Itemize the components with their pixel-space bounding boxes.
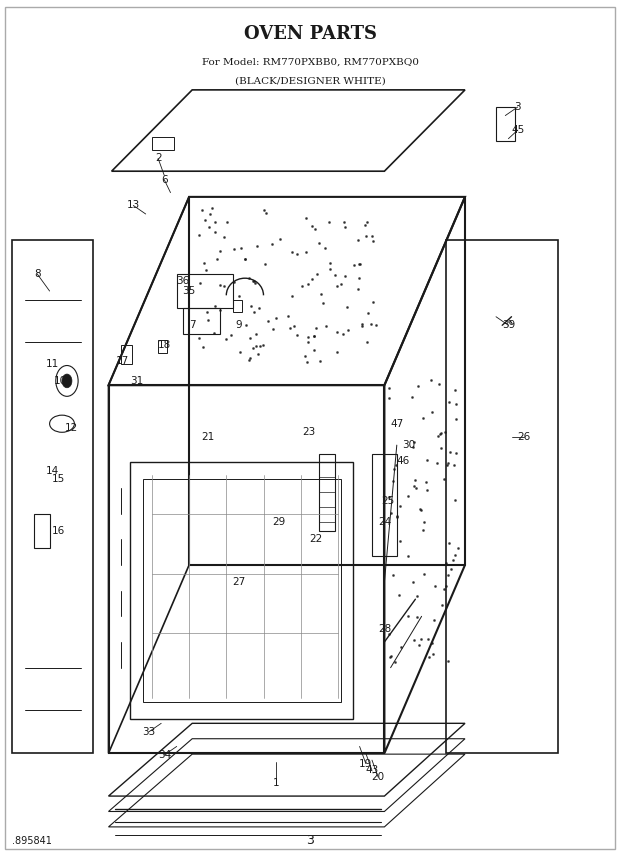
Text: 46: 46 xyxy=(396,455,410,466)
Text: 19: 19 xyxy=(359,758,373,769)
Text: 8: 8 xyxy=(34,269,40,279)
Text: 21: 21 xyxy=(201,431,215,442)
Text: 20: 20 xyxy=(371,772,385,782)
Bar xyxy=(34,514,50,548)
Text: For Model: RM770PXBB0, RM770PXBQ0: For Model: RM770PXBB0, RM770PXBQ0 xyxy=(202,58,418,67)
Text: 18: 18 xyxy=(157,340,171,350)
Text: 25: 25 xyxy=(381,496,394,506)
Text: 16: 16 xyxy=(52,526,66,536)
Text: 7: 7 xyxy=(189,320,195,330)
Text: 29: 29 xyxy=(272,517,286,527)
Text: 9: 9 xyxy=(236,320,242,330)
Text: 39: 39 xyxy=(502,320,515,330)
Text: 13: 13 xyxy=(126,200,140,211)
Text: 3: 3 xyxy=(515,102,521,112)
Text: 24: 24 xyxy=(378,517,391,527)
Bar xyxy=(372,454,397,556)
Bar xyxy=(232,300,242,312)
Text: 43: 43 xyxy=(365,765,379,776)
Bar xyxy=(496,107,515,141)
Text: 45: 45 xyxy=(511,125,525,135)
Text: 33: 33 xyxy=(142,727,156,737)
Bar xyxy=(108,385,384,753)
Bar xyxy=(143,479,341,702)
Text: 10: 10 xyxy=(54,376,68,386)
Text: 31: 31 xyxy=(130,376,143,386)
Text: 35: 35 xyxy=(182,286,196,296)
Text: 30: 30 xyxy=(402,440,416,450)
Text: 12: 12 xyxy=(64,423,78,433)
Text: 34: 34 xyxy=(157,750,171,760)
Text: 27: 27 xyxy=(232,577,246,587)
Text: 23: 23 xyxy=(302,427,316,437)
Circle shape xyxy=(62,374,72,388)
Text: 3: 3 xyxy=(306,834,314,847)
Bar xyxy=(121,345,132,364)
Text: OVEN PARTS: OVEN PARTS xyxy=(244,25,376,44)
Bar xyxy=(158,340,167,353)
Text: 22: 22 xyxy=(309,534,323,544)
Bar xyxy=(177,274,232,308)
Text: 26: 26 xyxy=(517,431,531,442)
Text: 36: 36 xyxy=(176,276,190,286)
Text: 14: 14 xyxy=(46,466,60,476)
Text: (BLACK/DESIGNER WHITE): (BLACK/DESIGNER WHITE) xyxy=(234,77,386,86)
Text: 47: 47 xyxy=(390,419,404,429)
Text: 2: 2 xyxy=(155,153,161,163)
Text: 6: 6 xyxy=(161,175,167,185)
Text: 28: 28 xyxy=(378,624,391,634)
Bar xyxy=(130,462,353,719)
Bar xyxy=(319,454,335,531)
Text: 17: 17 xyxy=(116,356,130,366)
Text: 15: 15 xyxy=(52,474,66,484)
Bar xyxy=(152,137,174,150)
Text: 11: 11 xyxy=(46,359,60,369)
Bar xyxy=(183,308,220,334)
Text: 1: 1 xyxy=(273,778,279,788)
Text: .895841: .895841 xyxy=(12,835,52,846)
